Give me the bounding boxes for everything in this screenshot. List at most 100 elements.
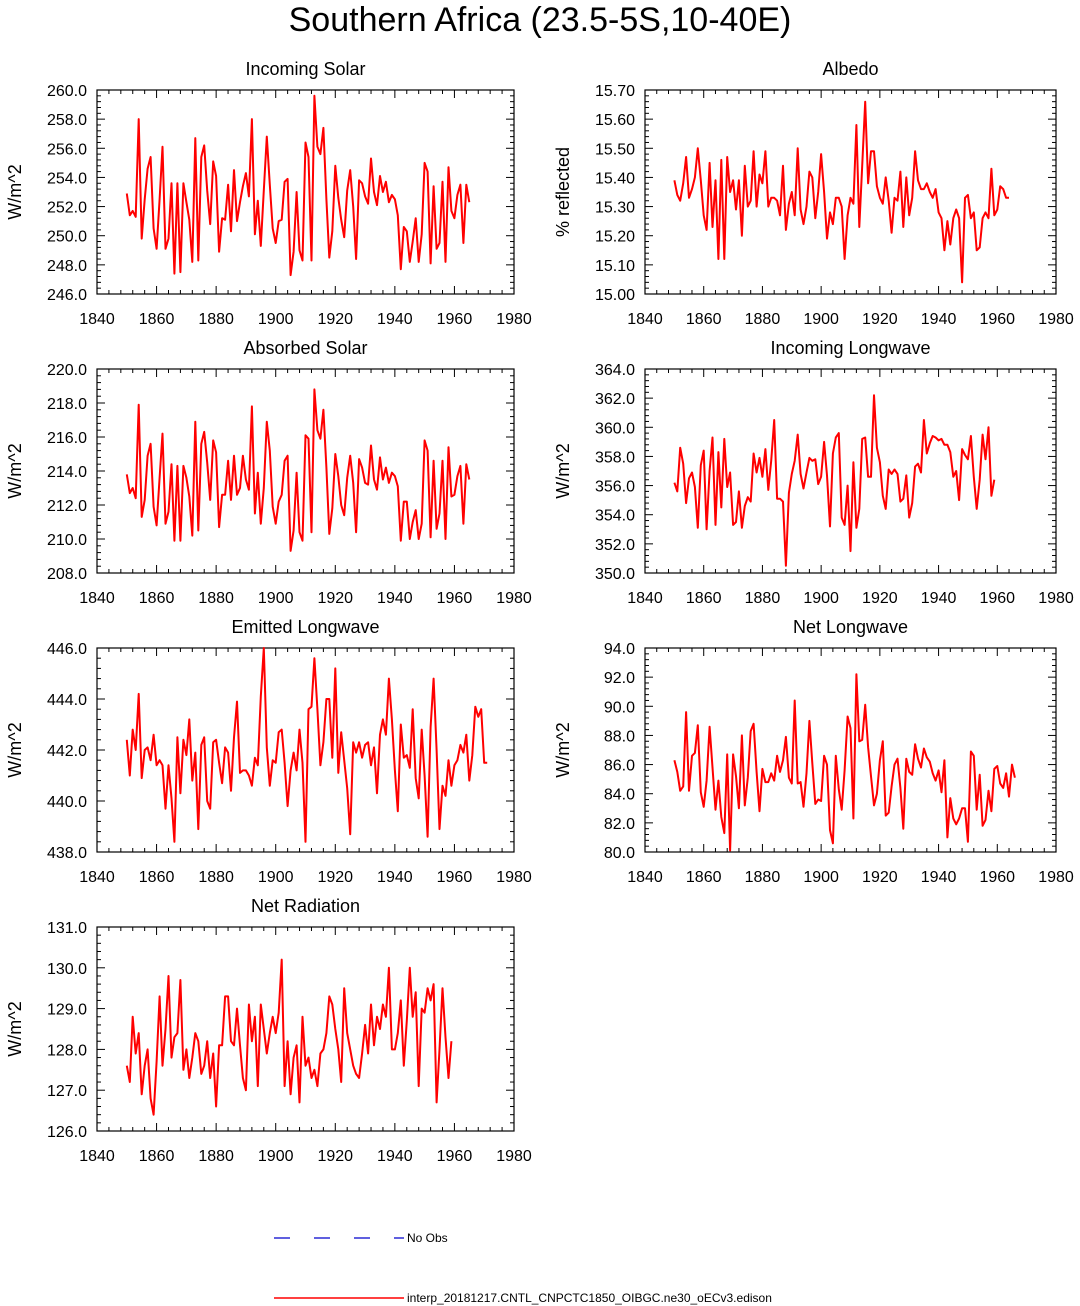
y-tick-label: 444.0 — [47, 692, 87, 709]
x-tick-label: 1880 — [745, 311, 781, 328]
x-tick-label: 1940 — [921, 590, 957, 607]
y-tick-label: 258.0 — [47, 112, 87, 129]
chart-6-ylabel: W/m^2 — [5, 1001, 25, 1056]
x-tick-label: 1860 — [686, 869, 722, 886]
y-tick-label: 127.0 — [47, 1083, 87, 1100]
page-title: Southern Africa (23.5-5S,10-40E) — [288, 1, 792, 39]
x-tick-label: 1900 — [803, 311, 839, 328]
chart-0-title: Incoming Solar — [245, 59, 365, 79]
x-tick-label: 1940 — [377, 1148, 413, 1165]
x-tick-label: 1980 — [496, 311, 532, 328]
chart-0-frame — [96, 89, 515, 295]
y-tick-label: 220.0 — [47, 362, 87, 379]
y-tick-label: 15.20 — [595, 229, 635, 246]
y-tick-label: 350.0 — [595, 566, 635, 583]
x-tick-label: 1880 — [198, 311, 234, 328]
x-tick-label: 1980 — [1038, 311, 1074, 328]
chart-5-frame — [644, 647, 1057, 853]
legend-obs-label: No Obs — [407, 1231, 448, 1245]
y-tick-label: 218.0 — [47, 396, 87, 413]
y-tick-label: 88.0 — [604, 728, 635, 745]
x-tick-label: 1980 — [496, 869, 532, 886]
y-tick-label: 90.0 — [604, 699, 635, 716]
y-tick-label: 364.0 — [595, 362, 635, 379]
x-tick-label: 1920 — [862, 311, 898, 328]
y-tick-label: 15.10 — [595, 258, 635, 275]
x-tick-label: 1840 — [79, 1148, 115, 1165]
x-tick-label: 1920 — [862, 869, 898, 886]
y-tick-label: 260.0 — [47, 83, 87, 100]
x-tick-label: 1960 — [437, 1148, 473, 1165]
x-tick-label: 1960 — [437, 311, 473, 328]
chart-1-ylabel: % reflected — [553, 147, 573, 237]
x-tick-label: 1920 — [317, 1148, 353, 1165]
x-tick-label: 1900 — [803, 869, 839, 886]
y-tick-label: 208.0 — [47, 566, 87, 583]
y-tick-label: 82.0 — [604, 816, 635, 833]
y-tick-label: 246.0 — [47, 287, 87, 304]
x-tick-label: 1880 — [745, 869, 781, 886]
y-tick-label: 358.0 — [595, 449, 635, 466]
chart-6-frame — [96, 926, 515, 1132]
chart-5-ylabel: W/m^2 — [553, 722, 573, 777]
y-tick-label: 354.0 — [595, 508, 635, 525]
y-tick-label: 92.0 — [604, 670, 635, 687]
x-tick-label: 1880 — [745, 590, 781, 607]
chart-2-series-line — [125, 388, 471, 552]
y-tick-label: 94.0 — [604, 641, 635, 658]
y-tick-label: 80.0 — [604, 845, 635, 862]
x-tick-label: 1960 — [979, 590, 1015, 607]
chart-0-series-line — [125, 94, 471, 277]
chart-6-title: Net Radiation — [251, 896, 360, 916]
y-tick-label: 15.70 — [595, 83, 635, 100]
chart-2-title: Absorbed Solar — [243, 338, 367, 358]
x-tick-label: 1880 — [198, 1148, 234, 1165]
x-tick-label: 1860 — [139, 590, 175, 607]
x-tick-label: 1980 — [1038, 869, 1074, 886]
y-tick-label: 84.0 — [604, 787, 635, 804]
y-tick-label: 216.0 — [47, 430, 87, 447]
x-tick-label: 1940 — [921, 311, 957, 328]
x-tick-label: 1940 — [377, 869, 413, 886]
y-tick-label: 15.00 — [595, 287, 635, 304]
y-tick-label: 252.0 — [47, 200, 87, 217]
chart-4-title: Emitted Longwave — [231, 617, 379, 637]
y-tick-label: 15.50 — [595, 141, 635, 158]
y-tick-label: 438.0 — [47, 845, 87, 862]
y-tick-label: 126.0 — [47, 1124, 87, 1141]
x-tick-label: 1860 — [139, 1148, 175, 1165]
chart-5-series-line — [673, 673, 1016, 852]
y-tick-label: 254.0 — [47, 170, 87, 187]
chart-3-title: Incoming Longwave — [770, 338, 930, 358]
chart-5-title: Net Longwave — [793, 617, 908, 637]
y-tick-label: 256.0 — [47, 141, 87, 158]
x-tick-label: 1900 — [258, 869, 294, 886]
x-tick-label: 1900 — [258, 590, 294, 607]
x-tick-label: 1840 — [79, 311, 115, 328]
chart-6-series-line — [125, 958, 453, 1116]
x-tick-label: 1960 — [437, 869, 473, 886]
chart-1-series-line — [673, 100, 1009, 284]
x-tick-label: 1860 — [139, 869, 175, 886]
x-tick-label: 1840 — [627, 311, 663, 328]
x-tick-label: 1880 — [198, 869, 234, 886]
y-tick-label: 442.0 — [47, 743, 87, 760]
x-tick-label: 1920 — [862, 590, 898, 607]
x-tick-label: 1900 — [803, 590, 839, 607]
y-tick-label: 362.0 — [595, 391, 635, 408]
x-tick-label: 1880 — [198, 590, 234, 607]
y-tick-label: 210.0 — [47, 532, 87, 549]
y-tick-label: 131.0 — [47, 920, 87, 937]
chart-0-ylabel: W/m^2 — [5, 164, 25, 219]
x-tick-label: 1860 — [139, 311, 175, 328]
x-tick-label: 1940 — [921, 869, 957, 886]
x-tick-label: 1840 — [79, 590, 115, 607]
x-tick-label: 1980 — [496, 590, 532, 607]
x-tick-label: 1860 — [686, 311, 722, 328]
y-tick-label: 129.0 — [47, 1002, 87, 1019]
x-tick-label: 1840 — [627, 590, 663, 607]
x-tick-label: 1940 — [377, 311, 413, 328]
x-tick-label: 1920 — [317, 590, 353, 607]
y-tick-label: 356.0 — [595, 479, 635, 496]
